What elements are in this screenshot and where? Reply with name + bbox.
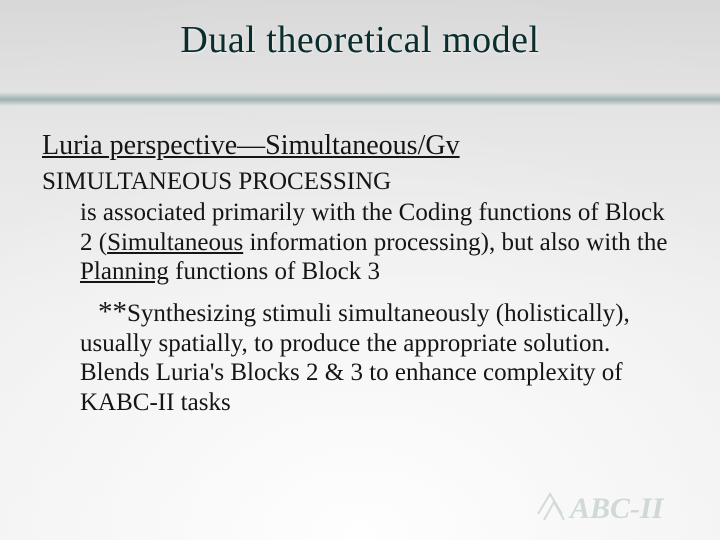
paragraph-1: is associated primarily with the Coding …: [42, 198, 678, 287]
para1-underline-planning: Planning: [80, 258, 169, 285]
slide-title: Dual theoretical model: [0, 18, 720, 62]
para1-text-mid: information processing), but also with t…: [243, 229, 667, 256]
content-area: Luria perspective—Simultaneous/Gv SIMULT…: [0, 106, 720, 417]
svg-text:ABC-II: ABC-II: [568, 492, 665, 525]
stars-marker: **: [98, 296, 127, 328]
subheading: SIMULTANEOUS PROCESSING: [42, 168, 678, 196]
title-area: Dual theoretical model: [0, 0, 720, 106]
para2-text: Synthesizing stimuli simultaneously (hol…: [80, 300, 630, 416]
para1-text-post: functions of Block 3: [169, 258, 380, 285]
para1-underline-simultaneous: Simultaneous: [107, 229, 243, 256]
watermark-logo: ABC-II: [536, 474, 706, 530]
paragraph-2: **Synthesizing stimuli simultaneously (h…: [42, 295, 678, 418]
section-heading: Luria perspective—Simultaneous/Gv: [42, 130, 678, 162]
slide: Dual theoretical model Luria perspective…: [0, 0, 720, 540]
title-accent-band: [0, 92, 720, 106]
